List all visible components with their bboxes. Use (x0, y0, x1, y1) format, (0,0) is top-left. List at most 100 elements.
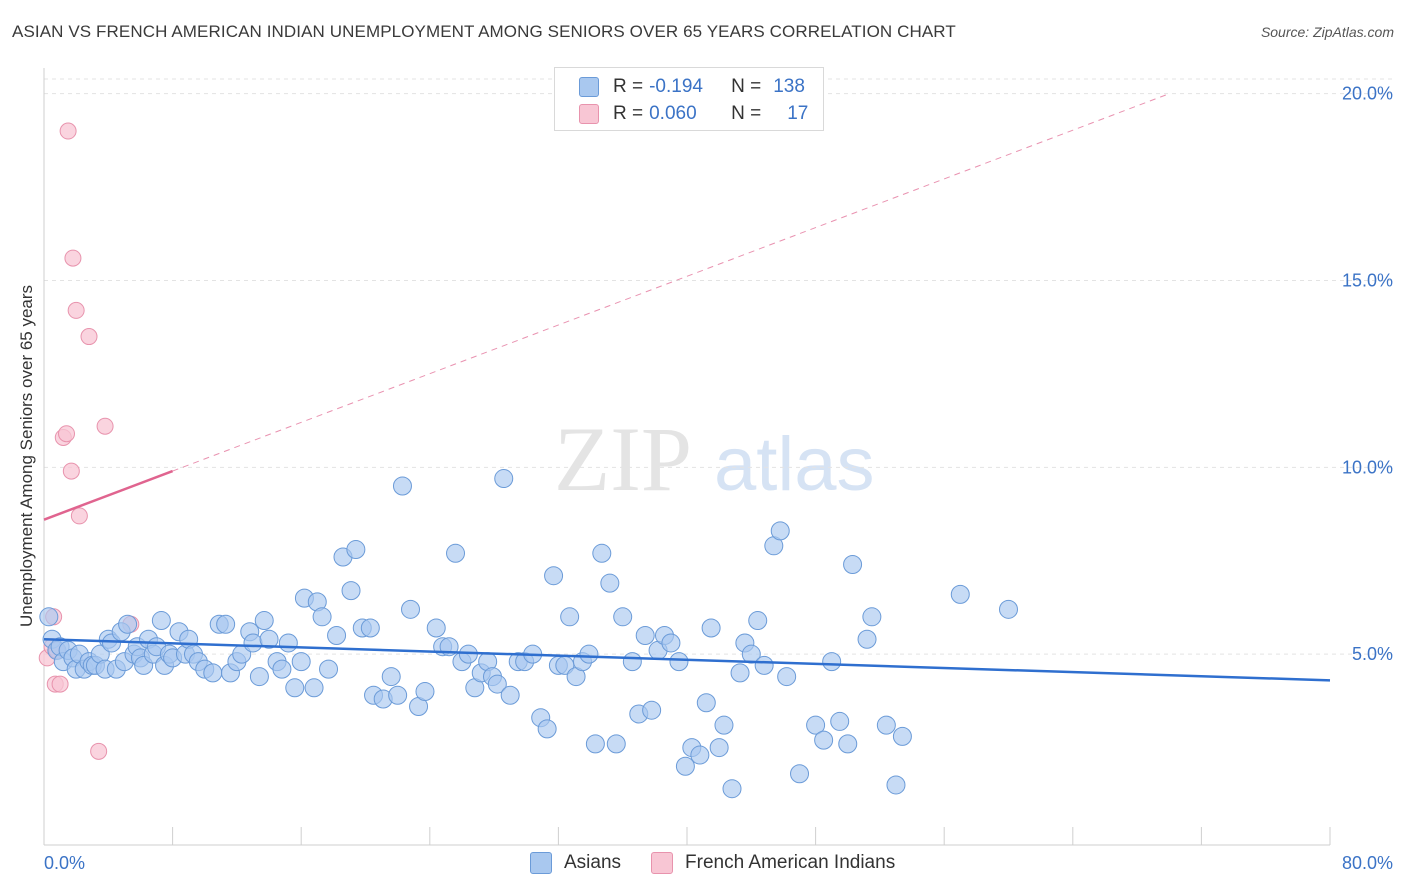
asian-point (381, 667, 401, 687)
n-value: 17 (787, 103, 809, 124)
asian-point (118, 614, 138, 634)
asian-point (500, 685, 520, 705)
asian-point (415, 682, 435, 702)
asian-point (291, 652, 311, 672)
asian-point (151, 611, 171, 631)
asian-point (600, 573, 620, 593)
asian-point (401, 599, 421, 619)
chart-title: ASIAN VS FRENCH AMERICAN INDIAN UNEMPLOY… (12, 22, 956, 41)
asian-point (622, 652, 642, 672)
french-trendline-extension (172, 93, 1170, 472)
asian-point (606, 734, 626, 754)
asian-point (886, 775, 906, 795)
asian-point (696, 693, 716, 713)
trendlines (43, 93, 1331, 682)
asian-point (770, 521, 790, 541)
asian-point (999, 599, 1018, 619)
grid (44, 78, 1394, 655)
asian-point (544, 566, 564, 586)
asian-point (675, 756, 695, 776)
asian-point (830, 711, 850, 731)
asian-point (243, 633, 263, 653)
asian-point (669, 652, 689, 672)
asian-point (722, 779, 742, 799)
asian-point (714, 715, 734, 735)
asian-point (661, 633, 681, 653)
asian-point (216, 614, 236, 634)
french-trendline (43, 469, 174, 521)
n-value: 138 (773, 76, 805, 97)
asian-point (341, 581, 361, 601)
y-tick-label: 5.0% (1352, 644, 1393, 664)
x-tick-label: 0.0% (44, 853, 85, 873)
asian-point (814, 730, 834, 750)
asians-swatch-icon (530, 852, 552, 874)
asian-point (642, 700, 662, 720)
asian-point (446, 543, 466, 563)
series-legend: Asians French American Indians (530, 852, 925, 874)
asian-point (579, 644, 599, 664)
asian-point (843, 554, 863, 574)
asian-point (560, 607, 580, 627)
asian-point (203, 663, 223, 683)
asian-point (278, 633, 298, 653)
asian-point (312, 607, 332, 627)
r-value: 0.060 (649, 103, 697, 124)
asian-point (754, 655, 774, 675)
asian-point (327, 625, 347, 645)
asian-point (876, 715, 896, 735)
asian-point (39, 607, 59, 627)
french-point (96, 417, 114, 435)
asian-point (285, 678, 305, 698)
asian-point (838, 734, 858, 754)
tick-labels: 5.0% 10.0% 15.0% 20.0% 0.0% 80.0% (44, 84, 1393, 873)
asian-point (777, 667, 797, 687)
asian-point (790, 764, 810, 784)
asian-point (272, 659, 292, 679)
asian-point (892, 726, 912, 746)
asians-swatch-icon (579, 77, 599, 97)
asian-point (862, 607, 882, 627)
asian-trendline (43, 637, 1331, 682)
asian-point (690, 745, 710, 765)
asian-point (249, 667, 269, 687)
n-label: N = (731, 76, 762, 97)
asian-point (857, 629, 877, 649)
asian-point (730, 663, 750, 683)
legend-item-french[interactable]: French American Indians (651, 852, 895, 874)
y-axis-label: Unemployment Among Seniors over 65 years (17, 285, 36, 627)
legend-item-asians[interactable]: Asians (530, 852, 621, 874)
asian-point (319, 659, 339, 679)
french-swatch-icon (579, 104, 599, 124)
asian-point (388, 685, 408, 705)
french-point (70, 507, 88, 525)
asian-point (585, 734, 605, 754)
asian-point (950, 584, 970, 604)
y-tick-label: 20.0% (1342, 84, 1393, 104)
asian-point (494, 469, 514, 489)
asian-points (39, 469, 1018, 799)
y-tick-label: 15.0% (1342, 271, 1393, 291)
legend-label-french: French American Indians (685, 852, 896, 873)
asian-point (360, 618, 380, 638)
correlation-legend: R = -0.194 N = 138 R = 0.060 N = 17 (554, 67, 824, 131)
legend-label-asians: Asians (564, 852, 622, 873)
asian-point (748, 611, 768, 631)
watermark-atlas: atlas (714, 422, 875, 507)
french-point (67, 301, 85, 319)
source-credit: Source: ZipAtlas.com (1260, 24, 1394, 40)
legend-row-asians: R = -0.194 N = 138 (579, 74, 805, 100)
asian-point (254, 611, 274, 631)
asian-point (259, 629, 279, 649)
asian-point (487, 674, 507, 694)
y-tick-label: 10.0% (1342, 457, 1393, 477)
legend-row-french: R = 0.060 N = 17 (579, 101, 808, 127)
french-point (90, 742, 108, 760)
asian-point (806, 715, 826, 735)
asian-point (741, 644, 761, 664)
asian-point (426, 618, 446, 638)
asian-point (613, 607, 633, 627)
french-point (80, 328, 98, 346)
french-point (58, 425, 76, 443)
